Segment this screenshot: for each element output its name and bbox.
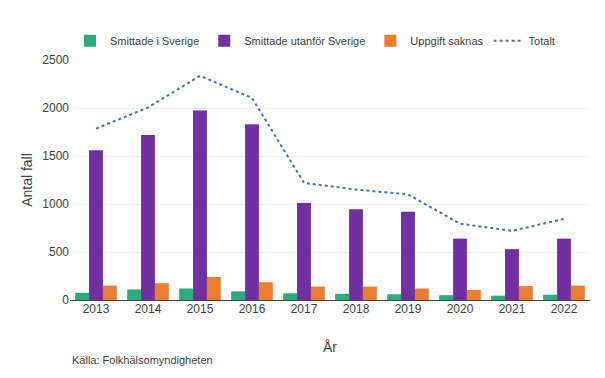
svg-text:Antal fall: Antal fall [19, 153, 35, 207]
svg-text:2016: 2016 [239, 302, 266, 316]
svg-text:Smittade utanför Sverige: Smittade utanför Sverige [244, 35, 365, 47]
svg-text:Källa: Folkhälsomyndigheten: Källa: Folkhälsomyndigheten [72, 354, 213, 366]
svg-text:2013: 2013 [83, 302, 110, 316]
svg-text:2014: 2014 [135, 302, 162, 316]
svg-text:Totalt: Totalt [529, 35, 555, 47]
svg-text:500: 500 [49, 245, 69, 259]
svg-text:0: 0 [62, 293, 69, 307]
svg-text:2500: 2500 [42, 53, 69, 67]
svg-text:Smittade i Sverige: Smittade i Sverige [110, 35, 199, 47]
svg-text:2000: 2000 [42, 101, 69, 115]
svg-text:2017: 2017 [291, 302, 318, 316]
svg-text:1000: 1000 [42, 197, 69, 211]
svg-text:2020: 2020 [447, 302, 474, 316]
svg-text:2022: 2022 [551, 302, 578, 316]
svg-text:Uppgift saknas: Uppgift saknas [410, 35, 483, 47]
svg-text:2015: 2015 [187, 302, 214, 316]
svg-text:2018: 2018 [343, 302, 370, 316]
svg-text:1500: 1500 [42, 149, 69, 163]
svg-text:2021: 2021 [499, 302, 526, 316]
svg-text:2019: 2019 [395, 302, 422, 316]
svg-text:År: År [323, 339, 337, 355]
